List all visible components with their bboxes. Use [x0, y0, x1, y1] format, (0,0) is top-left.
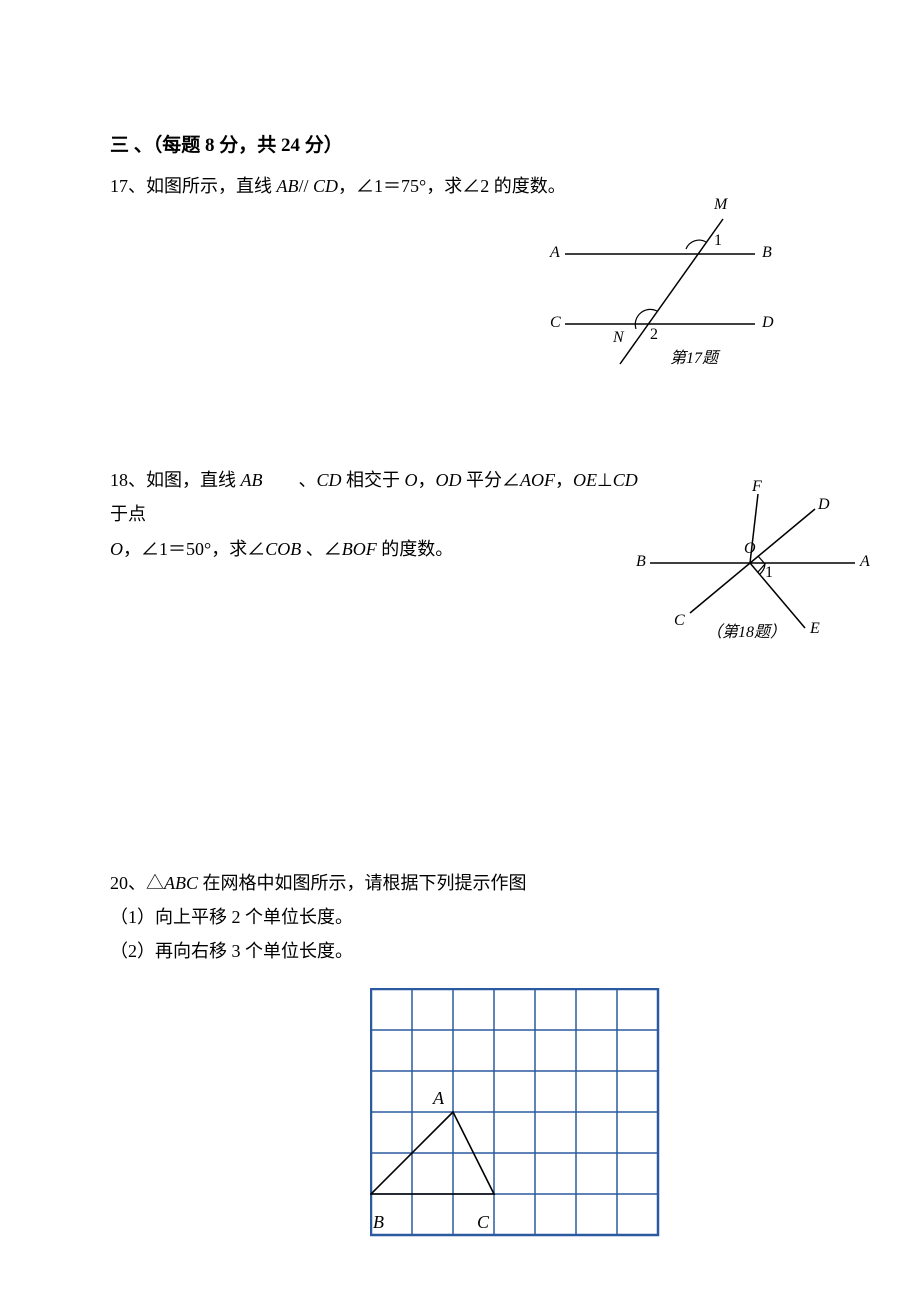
p18-o1: O — [405, 470, 418, 490]
p18-t8: 于点 — [110, 504, 146, 524]
p18-t4: ， — [418, 470, 436, 490]
fig17-angle-1: 1 — [714, 232, 722, 250]
fig18-caption: （第18题） — [706, 618, 786, 642]
fig17-label-B: B — [762, 244, 772, 262]
p20-num: 20、 — [110, 873, 146, 893]
problem-20-sub1: （1）向上平移 2 个单位长度。 — [110, 900, 810, 934]
p17-t2: ，∠1＝75°，求∠2 的度数。 — [338, 176, 566, 196]
problem-18: 18、如图，直线 AB 、CD 相交于 O，OD 平分∠AOF，OE⊥CD 于点… — [110, 463, 810, 566]
fig18-angle-1: 1 — [765, 564, 773, 582]
fig18-label-F: F — [752, 478, 762, 496]
p20-t2: 在网格中如图所示，请根据下列提示作图 — [198, 873, 527, 893]
p17-par: // — [299, 176, 314, 196]
p18-t5: 平分∠ — [462, 470, 521, 490]
figure-20-svg — [370, 988, 660, 1238]
fig18-label-E: E — [810, 620, 820, 638]
p18-t1: 如图，直线 — [146, 470, 241, 490]
fig17-label-C: C — [550, 314, 561, 332]
p18-gap — [263, 470, 299, 490]
p17-num: 17、 — [110, 176, 146, 196]
fig18-label-A: A — [860, 553, 870, 571]
fig17-angle-2: 2 — [650, 326, 658, 344]
p18-t7: ⊥ — [597, 470, 613, 490]
fig20-label-A: A — [433, 1088, 444, 1109]
p17-t1: 如图所示，直线 — [146, 176, 277, 196]
fig17-label-A: A — [550, 244, 560, 262]
fig20-label-B: B — [373, 1212, 384, 1233]
fig18-label-B: B — [636, 553, 646, 571]
fig18-label-O: O — [744, 540, 756, 558]
section-title: 三 、（每题 8 分，共 24 分） — [110, 130, 810, 157]
figure-18: F D B O A C E 1 （第18题） — [630, 478, 870, 648]
p18-o2: O — [110, 539, 123, 559]
p20-t1: △ — [146, 873, 164, 893]
p18-num: 18、 — [110, 470, 146, 490]
p20-abc: ABC — [164, 873, 198, 893]
p18-t2: 、 — [299, 470, 317, 490]
problem-20-sub2: （2）再向右移 3 个单位长度。 — [110, 934, 810, 968]
fig18-label-C: C — [674, 612, 685, 630]
p18-t6: ， — [555, 470, 573, 490]
p18-t10: 、∠ — [301, 539, 342, 559]
fig18-label-D: D — [818, 496, 830, 514]
p18-t11: 的度数。 — [377, 539, 454, 559]
fig17-caption: 第17题 — [670, 344, 718, 368]
problem-17: 17、如图所示，直线 AB// CD，∠1＝75°，求∠2 的度数。 M A B… — [110, 169, 810, 203]
figure-17: M A B C D N 1 2 第17题 — [540, 194, 800, 384]
p18-od: OD — [436, 470, 462, 490]
fig17-label-D: D — [762, 314, 774, 332]
p17-cd: CD — [313, 176, 338, 196]
p18-t3: 相交于 — [342, 470, 405, 490]
p18-cd: CD — [317, 470, 342, 490]
p17-ab: AB — [277, 176, 299, 196]
p18-cob: COB — [265, 539, 301, 559]
p18-aof: AOF — [520, 470, 555, 490]
p18-oe: OE — [573, 470, 597, 490]
p18-t9: ，∠1＝50°，求∠ — [123, 539, 265, 559]
fig17-label-M: M — [714, 196, 727, 214]
p18-bof: BOF — [342, 539, 377, 559]
problem-20: 20、△ABC 在网格中如图所示，请根据下列提示作图 （1）向上平移 2 个单位… — [110, 866, 810, 1237]
problem-20-text: 20、△ABC 在网格中如图所示，请根据下列提示作图 — [110, 866, 810, 900]
figure-20: A B C — [370, 988, 660, 1236]
fig17-label-N: N — [613, 329, 624, 347]
fig20-label-C: C — [477, 1212, 489, 1233]
p18-ab: AB — [241, 470, 263, 490]
